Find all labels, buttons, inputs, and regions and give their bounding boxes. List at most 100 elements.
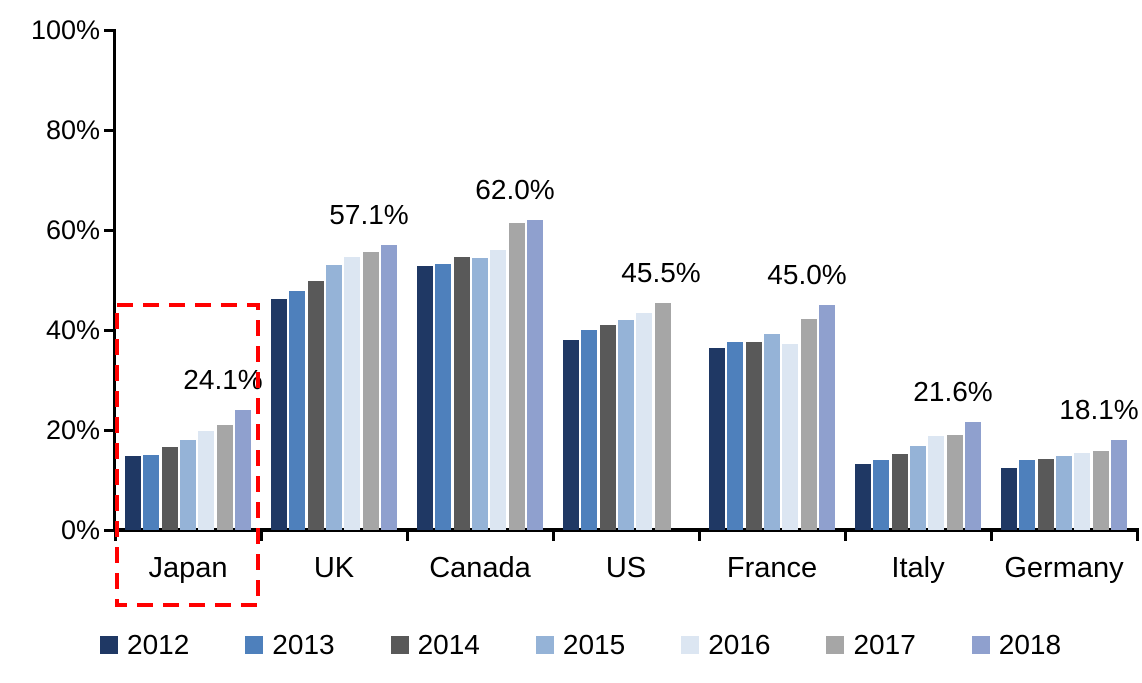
bar-japan-2013	[143, 455, 160, 530]
bar-uk-2013	[289, 291, 306, 530]
bar-italy-2018	[964, 422, 981, 530]
value-label-japan: 24.1%	[183, 363, 263, 395]
bar-italy-2015	[909, 446, 926, 530]
category-label-italy: Italy	[891, 552, 945, 584]
legend-item-2013: 2013	[245, 629, 335, 660]
value-label-uk: 57.1%	[329, 198, 409, 230]
x-tick	[260, 530, 263, 541]
bar-france-2018	[818, 305, 835, 530]
y-tick-label: 100%	[30, 15, 100, 45]
category-label-canada: Canada	[429, 552, 531, 584]
legend-item-2012: 2012	[100, 630, 189, 660]
y-tick-label: 80%	[45, 115, 100, 145]
bar-france-2012	[709, 348, 725, 530]
legend-swatch-2014	[390, 636, 409, 654]
bar-france-2017	[800, 319, 817, 530]
y-tick	[104, 129, 114, 132]
legend-label-2015: 2015	[562, 629, 626, 660]
bar-uk-2014	[307, 281, 324, 530]
category-label-us: US	[605, 552, 647, 584]
legend-swatch-2017	[826, 636, 845, 654]
legend-swatch-2013	[245, 636, 264, 654]
bar-italy-2014	[891, 453, 908, 530]
x-tick	[552, 530, 555, 541]
bar-canada-2012	[417, 266, 433, 530]
bar-us-2013	[581, 330, 598, 530]
bar-france-2016	[782, 343, 799, 530]
bar-italy-2012	[855, 463, 871, 530]
legend-item-2017: 2017	[826, 630, 916, 660]
bar-us-2014	[599, 325, 616, 530]
bar-us-2015	[617, 320, 634, 530]
y-tick-label: 40%	[45, 315, 100, 345]
bar-us-2012	[563, 340, 579, 530]
bar-japan-2015	[179, 440, 196, 530]
category-label-france: France	[726, 552, 818, 584]
category-label-germany: Germany	[1004, 552, 1124, 584]
value-label-us: 45.5%	[621, 256, 701, 288]
y-axis-line	[113, 29, 116, 531]
bar-france-2015	[763, 334, 780, 530]
bar-uk-2016	[344, 257, 361, 530]
category-label-uk: UK	[313, 552, 355, 584]
x-tick	[990, 530, 993, 541]
legend-swatch-2012	[100, 636, 118, 654]
value-label-italy: 21.6%	[913, 376, 993, 407]
bar-france-2014	[745, 342, 762, 530]
y-tick-label: 0%	[60, 515, 100, 545]
bar-germany-2014	[1037, 458, 1054, 530]
bar-canada-2018	[526, 220, 543, 530]
bar-germany-2017	[1092, 450, 1109, 530]
legend-label-2012: 2012	[127, 629, 190, 660]
bar-germany-2013	[1019, 460, 1036, 530]
x-tick	[698, 530, 701, 541]
bar-canada-2017	[508, 222, 525, 530]
bar-japan-2012	[125, 455, 141, 530]
legend-label-2018: 2018	[998, 629, 1062, 660]
value-label-canada: 62.0%	[475, 174, 555, 205]
legend: 2012 2013 2014 2015 2016 2017 2018	[100, 630, 1061, 660]
bar-germany-2018	[1110, 439, 1127, 530]
legend-swatch-2018	[971, 636, 990, 654]
legend-item-2016: 2016	[681, 630, 770, 660]
bar-canada-2016	[490, 250, 507, 530]
x-tick	[406, 530, 409, 541]
bar-italy-2017	[946, 434, 963, 530]
bar-uk-2018	[380, 244, 397, 530]
bar-france-2013	[727, 342, 744, 530]
legend-item-2014: 2014	[390, 630, 480, 660]
bar-uk-2015	[325, 265, 342, 530]
x-axis-line	[113, 528, 1139, 532]
y-tick-label: 20%	[45, 415, 100, 445]
bar-canada-2015	[471, 257, 488, 530]
bar-italy-2013	[873, 459, 890, 530]
y-tick	[104, 529, 114, 532]
bar-italy-2016	[928, 435, 945, 530]
bar-uk-2017	[362, 251, 379, 530]
legend-item-2015: 2015	[535, 629, 626, 660]
y-tick	[104, 29, 114, 32]
bar-japan-2018	[234, 409, 251, 530]
legend-item-2018: 2018	[971, 629, 1062, 660]
legend-swatch-2016	[681, 636, 700, 654]
bar-japan-2014	[161, 447, 178, 530]
value-label-france: 45.0%	[767, 259, 847, 290]
y-tick-label: 60%	[45, 215, 100, 245]
category-label-japan: Japan	[148, 552, 228, 584]
y-tick	[104, 329, 114, 332]
bar-uk-2012	[271, 299, 287, 530]
y-tick	[104, 229, 114, 232]
legend-label-2016: 2016	[708, 629, 771, 660]
value-label-germany: 18.1%	[1059, 393, 1139, 425]
bar-canada-2013	[435, 264, 452, 530]
bar-canada-2014	[453, 256, 470, 530]
x-tick	[1136, 530, 1139, 541]
y-tick	[104, 429, 114, 432]
bar-germany-2015	[1055, 456, 1072, 530]
bar-us-2017	[654, 302, 671, 530]
bar-germany-2012	[1001, 467, 1017, 530]
bar-us-2016	[636, 312, 653, 530]
x-tick	[114, 530, 117, 541]
legend-label-2013: 2013	[272, 629, 335, 660]
